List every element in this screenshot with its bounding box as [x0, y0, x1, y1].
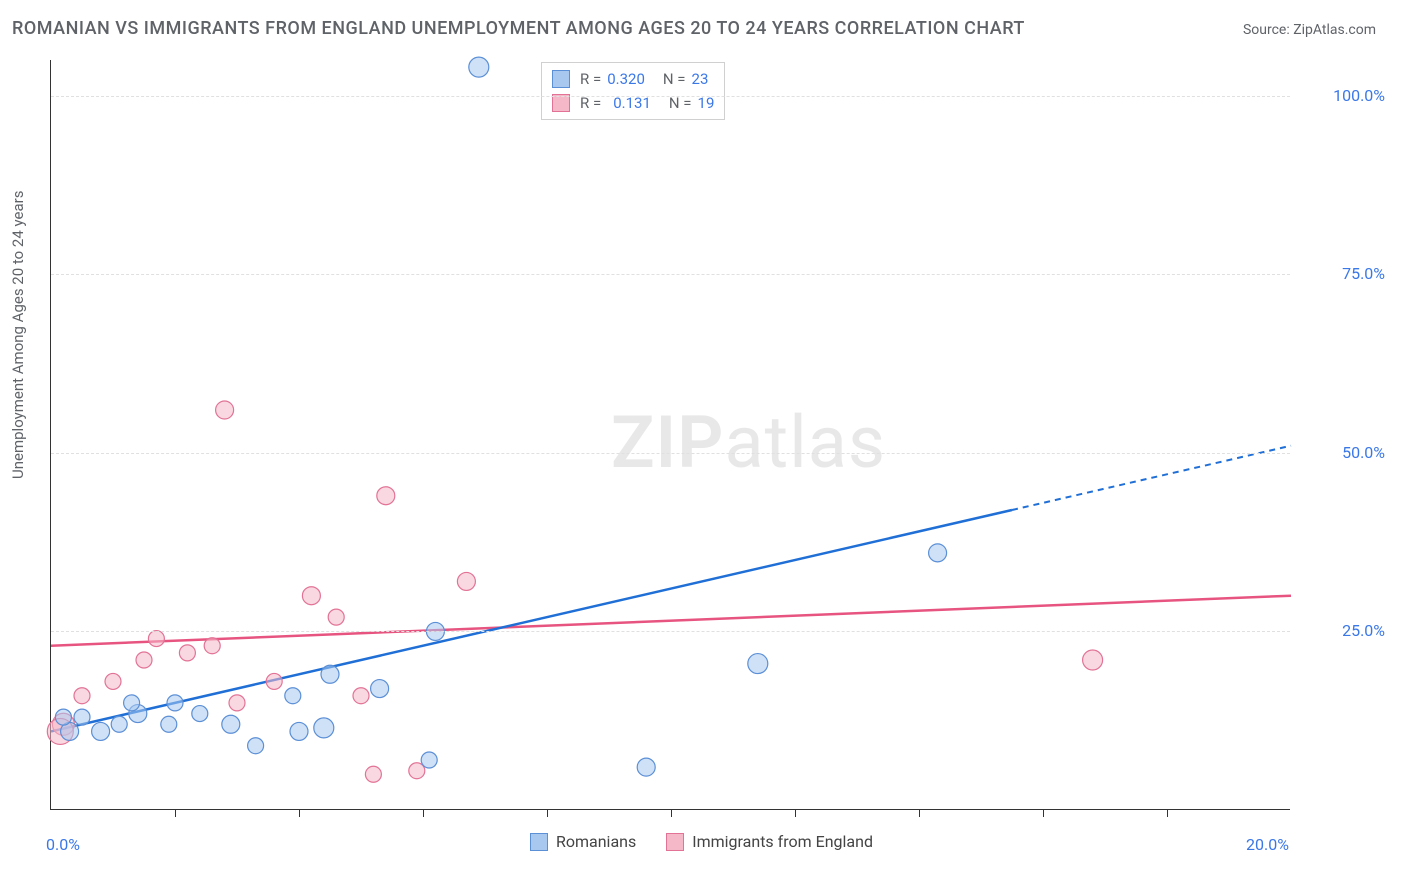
data-point [290, 722, 308, 740]
x-tick [299, 809, 300, 817]
trend-line [51, 596, 1291, 646]
data-point [192, 706, 208, 722]
data-point [74, 688, 90, 704]
data-point [321, 665, 339, 683]
source-label: Source: ZipAtlas.com [1243, 22, 1376, 38]
n-value-0: 23 [692, 70, 709, 88]
x-tick [1043, 809, 1044, 817]
data-point [929, 544, 947, 562]
legend-label-0: Romanians [556, 832, 636, 851]
data-point [222, 715, 240, 733]
legend-item-0: Romanians [530, 832, 636, 851]
data-point [302, 587, 320, 605]
data-point [421, 752, 437, 768]
grid-line [51, 274, 1290, 275]
trend-line-dashed [1012, 446, 1291, 510]
r-label: R = [580, 70, 601, 88]
data-point [92, 722, 110, 740]
x-tick [671, 809, 672, 817]
legend-item-1: Immigrants from England [666, 832, 873, 851]
y-tick-label: 100.0% [1305, 86, 1385, 105]
data-point [204, 638, 220, 654]
data-point [266, 673, 282, 689]
chart-title: ROMANIAN VS IMMIGRANTS FROM ENGLAND UNEM… [12, 18, 1025, 39]
data-point [314, 718, 334, 738]
data-point [111, 716, 127, 732]
swatch-bottom-1 [666, 833, 684, 851]
data-point [353, 688, 369, 704]
y-tick-label: 50.0% [1305, 443, 1385, 462]
plot-svg [51, 60, 1290, 809]
swatch-bottom-0 [530, 833, 548, 851]
data-point [457, 572, 475, 590]
data-point [74, 709, 90, 725]
x-tick [1167, 809, 1168, 817]
x-tick-label: 0.0% [46, 835, 80, 854]
x-tick [919, 809, 920, 817]
data-point [377, 487, 395, 505]
data-point [248, 738, 264, 754]
x-tick [423, 809, 424, 817]
data-point [637, 758, 655, 776]
data-point [161, 716, 177, 732]
grid-line [51, 631, 1290, 632]
grid-line [51, 453, 1290, 454]
data-point [167, 695, 183, 711]
y-tick-label: 25.0% [1305, 621, 1385, 640]
data-point [216, 401, 234, 419]
x-tick [175, 809, 176, 817]
x-tick-label: 20.0% [1246, 835, 1289, 854]
data-point [148, 631, 164, 647]
data-point [136, 652, 152, 668]
y-tick-label: 75.0% [1305, 264, 1385, 283]
data-point [1083, 650, 1103, 670]
data-point [371, 680, 389, 698]
data-point [105, 673, 121, 689]
r-value-0: 0.320 [607, 70, 645, 88]
legend-top-row-0: R = 0.320 N = 23 [552, 67, 714, 91]
y-axis-label: Unemployment Among Ages 20 to 24 years [9, 191, 27, 479]
legend-top: R = 0.320 N = 23 R = 0.131 N = 19 [541, 62, 725, 120]
data-point [365, 766, 381, 782]
data-point [285, 688, 301, 704]
grid-line [51, 96, 1290, 97]
x-tick [795, 809, 796, 817]
n-label: N = [663, 70, 686, 88]
data-point [469, 57, 489, 77]
trend-line [51, 510, 1012, 731]
data-point [748, 654, 768, 674]
data-point [179, 645, 195, 661]
swatch-series-0 [552, 70, 570, 88]
x-tick [547, 809, 548, 817]
data-point [328, 609, 344, 625]
legend-top-row-1: R = 0.131 N = 19 [552, 91, 714, 115]
legend-bottom: Romanians Immigrants from England [530, 832, 873, 851]
data-point [124, 695, 140, 711]
plot-area: ZIPatlas R = 0.320 N = 23 R = 0.131 N = … [50, 60, 1290, 810]
data-point [55, 709, 71, 725]
data-point [229, 695, 245, 711]
legend-label-1: Immigrants from England [692, 832, 873, 851]
